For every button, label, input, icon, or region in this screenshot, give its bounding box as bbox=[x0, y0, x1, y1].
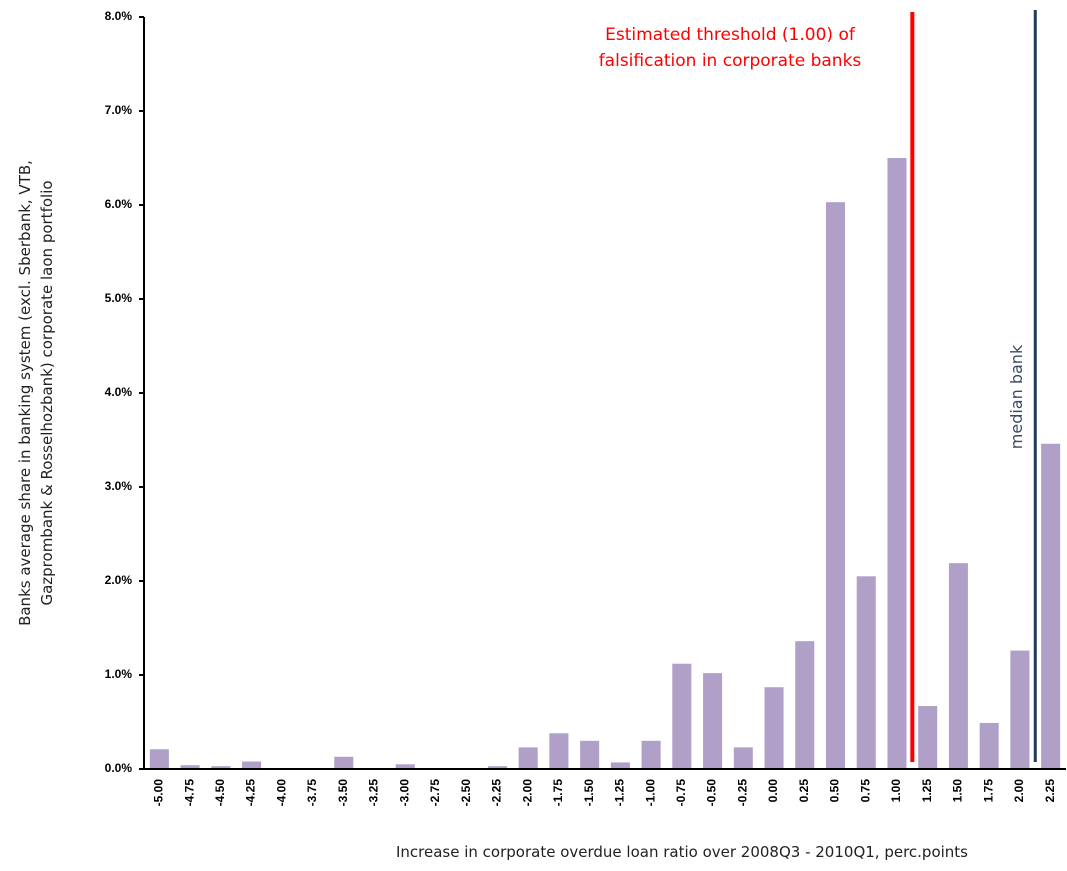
bar bbox=[395, 764, 415, 769]
x-tick-label: 1.75 bbox=[981, 779, 995, 803]
bar bbox=[242, 761, 262, 769]
x-tick-label: -2.25 bbox=[490, 779, 504, 807]
x-tick-label: -1.75 bbox=[551, 779, 565, 807]
y-tick-label: 6.0% bbox=[105, 197, 133, 211]
annotation: median bank bbox=[1007, 344, 1026, 449]
x-tick-label: 1.25 bbox=[920, 779, 934, 803]
x-tick-label: -1.25 bbox=[613, 779, 627, 807]
x-tick-label: -5.00 bbox=[152, 779, 166, 807]
bar bbox=[979, 722, 999, 769]
bar bbox=[211, 766, 231, 769]
y-axis-title-group: Banks average share in banking system (e… bbox=[16, 160, 56, 626]
x-tick-label: 0.00 bbox=[766, 779, 780, 803]
bar bbox=[856, 576, 876, 769]
x-tick-label: 1.50 bbox=[951, 779, 965, 803]
bar bbox=[180, 765, 200, 769]
x-tick-label: -1.50 bbox=[582, 779, 596, 807]
y-tick-label: 2.0% bbox=[105, 573, 133, 587]
x-tick-label: -0.25 bbox=[735, 779, 749, 807]
bar bbox=[641, 740, 661, 769]
x-tick-label: -3.75 bbox=[305, 779, 319, 807]
y-tick-label: 1.0% bbox=[105, 667, 133, 681]
x-tick-label: -2.50 bbox=[459, 779, 473, 807]
y-axis-title: Banks average share in banking system (e… bbox=[16, 160, 34, 626]
x-axis-title: Increase in corporate overdue loan ratio… bbox=[396, 843, 968, 861]
x-tick-label: 0.50 bbox=[828, 779, 842, 803]
bar bbox=[487, 766, 507, 769]
bar bbox=[549, 733, 569, 769]
x-tick-label: 0.25 bbox=[797, 779, 811, 803]
x-tick-label: -1.00 bbox=[643, 779, 657, 807]
bar bbox=[764, 687, 784, 769]
x-tick-label: -4.25 bbox=[244, 779, 258, 807]
y-tick-label: 7.0% bbox=[105, 103, 133, 117]
bar bbox=[1010, 650, 1030, 769]
y-tick-label: 4.0% bbox=[105, 385, 133, 399]
x-tick-label: -2.00 bbox=[520, 779, 534, 807]
annotation: Estimated threshold (1.00) of bbox=[605, 25, 856, 45]
x-tick-label: -4.50 bbox=[213, 779, 227, 807]
x-tick-label: -3.25 bbox=[367, 779, 381, 807]
bar bbox=[703, 673, 723, 769]
x-tick-label: -3.00 bbox=[397, 779, 411, 807]
y-tick-label: 5.0% bbox=[105, 291, 133, 305]
y-tick-label: 8.0% bbox=[105, 9, 133, 23]
x-tick-label: -0.50 bbox=[705, 779, 719, 807]
bar bbox=[825, 202, 846, 769]
x-tick-label: 2.25 bbox=[1043, 779, 1057, 803]
y-axis-title: Gazprombank & Rosselhozbank) corporate l… bbox=[38, 180, 56, 605]
x-tick-label: 2.00 bbox=[1012, 779, 1026, 803]
bar bbox=[918, 706, 938, 769]
bar bbox=[149, 749, 169, 769]
x-tick-label: 0.75 bbox=[858, 779, 872, 803]
bar bbox=[733, 747, 753, 769]
bar bbox=[518, 747, 538, 769]
x-tick-label: -3.50 bbox=[336, 779, 350, 807]
x-tick-label: 1.00 bbox=[889, 779, 903, 803]
bar bbox=[887, 158, 907, 769]
x-tick-label: -0.75 bbox=[674, 779, 688, 807]
bar bbox=[948, 563, 968, 769]
y-tick-label: 3.0% bbox=[105, 479, 133, 493]
x-tick-label: -2.75 bbox=[428, 779, 442, 807]
bar bbox=[672, 663, 692, 769]
bar bbox=[580, 740, 600, 769]
y-tick-label: 0.0% bbox=[105, 761, 133, 775]
bar bbox=[334, 756, 354, 769]
x-tick-label: -4.00 bbox=[274, 779, 288, 807]
bar bbox=[1041, 443, 1061, 769]
bar bbox=[795, 641, 815, 769]
annotation: falsification in corporate banks bbox=[599, 51, 862, 71]
bar bbox=[610, 762, 630, 769]
x-tick-label: -4.75 bbox=[182, 779, 196, 807]
